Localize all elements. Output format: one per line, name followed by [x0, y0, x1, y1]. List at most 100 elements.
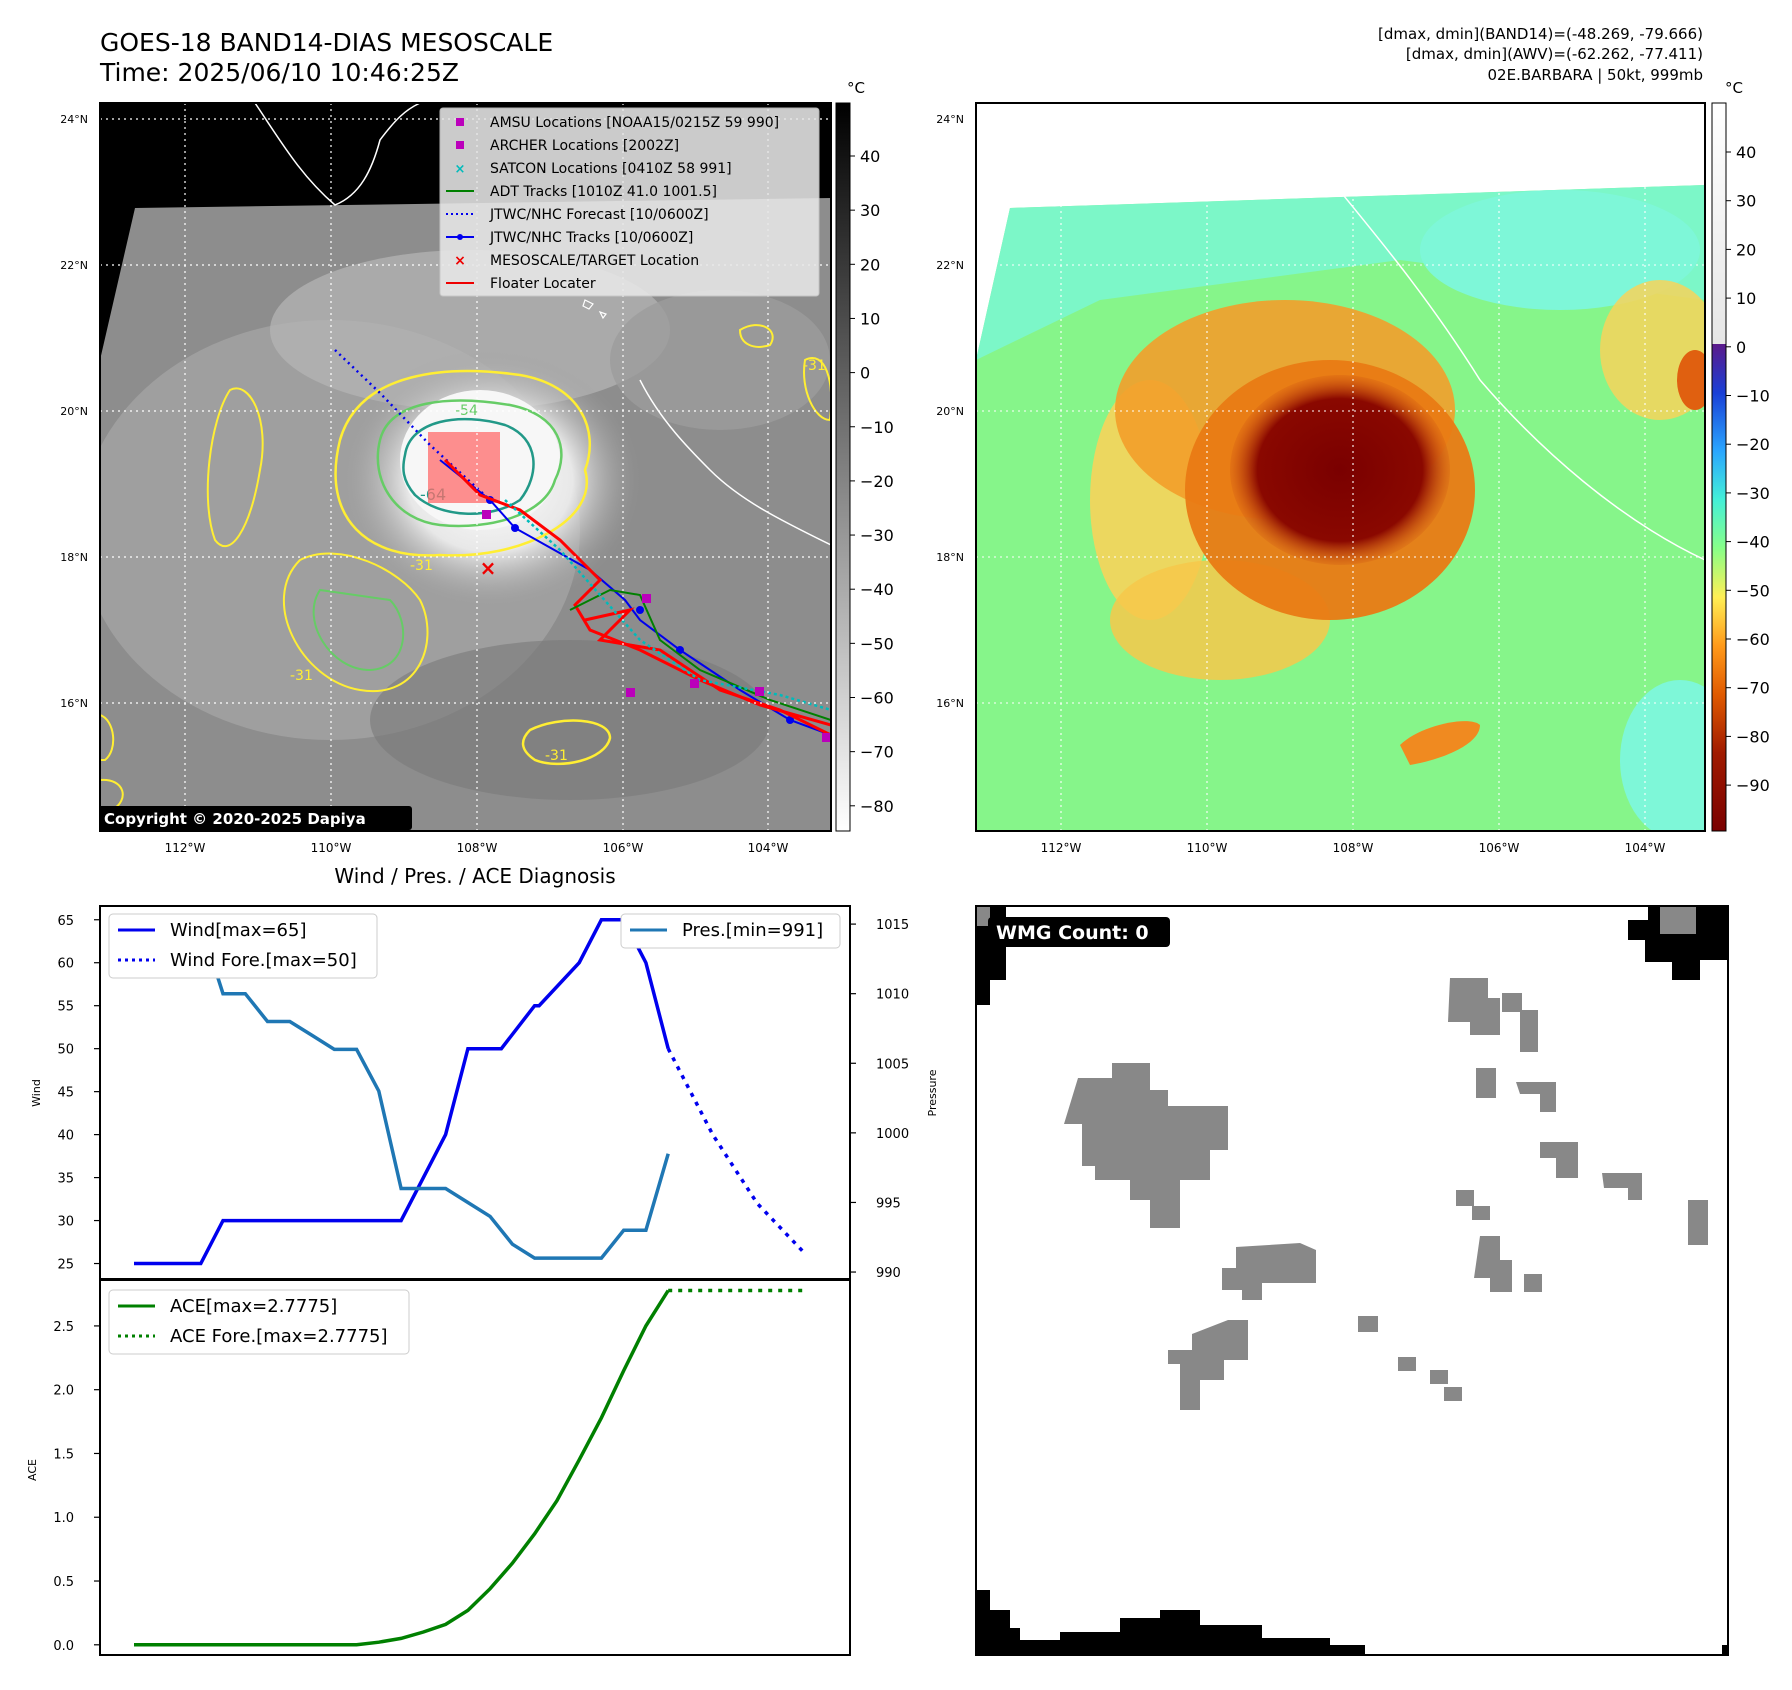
legend-marker-amsu — [456, 118, 464, 126]
colorbar-tick-label: 0 — [860, 364, 870, 383]
ir-gray-map: -31 -64 -54 -31 -31 -31 × — [100, 103, 831, 831]
storm-core — [1230, 375, 1450, 565]
floater-track — [584, 607, 831, 737]
map2-lat-labels: 24°N 22°N 20°N 18°N 16°N — [936, 113, 964, 710]
legend-wind-forecast-label: Wind Fore.[max=50] — [170, 950, 357, 971]
y-tick-label: 2.5 — [53, 1320, 74, 1335]
y2-tick-label: 1010 — [876, 988, 909, 1003]
legend-label: Floater Locater — [490, 276, 596, 292]
map1-lat-labels: 24°N 22°N 20°N 18°N 16°N — [60, 113, 88, 710]
copyright-badge — [100, 806, 412, 830]
y-tick-label: 1.5 — [53, 1447, 74, 1462]
legend-pressure-label: Pres.[min=991] — [682, 920, 823, 941]
lon-label: 108°W — [1333, 841, 1374, 855]
diagnosis-title: Wind / Pres. / ACE Diagnosis — [334, 864, 615, 888]
y-tick-label: 50 — [57, 1043, 74, 1058]
y-tick-label: 25 — [57, 1258, 74, 1273]
gray-colorbar-unit: °C — [847, 79, 865, 97]
y-tick-label: 35 — [57, 1172, 74, 1187]
color-colorbar-frame — [1711, 102, 1727, 832]
colorbar-tick-label: −30 — [860, 526, 894, 545]
figure-title: GOES-18 BAND14-DIAS MESOSCALE — [100, 28, 553, 57]
cloud-band — [610, 290, 830, 430]
legend-label: JTWC/NHC Tracks [10/0600Z] — [489, 230, 693, 246]
colorbar-tick-label: −10 — [1736, 387, 1770, 406]
satcon-track — [504, 499, 831, 712]
map2-lon-labels: 112°W 110°W 108°W 106°W 104°W — [1041, 841, 1666, 855]
colorbar-tick-label: −90 — [1736, 776, 1770, 795]
y-tick-label: 0.0 — [53, 1639, 74, 1654]
legend-label: SATCON Locations [0410Z 58 991] — [490, 161, 732, 177]
contour-label: -31 — [410, 558, 433, 574]
ace-panel-frame — [99, 1279, 851, 1656]
y-tick-label: 40 — [57, 1129, 74, 1144]
lon-label: 112°W — [165, 841, 206, 855]
wind-axis-ticks: 25 30 35 40 45 50 55 60 65 — [57, 914, 100, 1273]
contour-label: -31 — [803, 358, 826, 374]
y2-tick-label: 1005 — [876, 1057, 909, 1072]
gray-colorbar-ticks: 40 30 20 10 0 −10 −20 −30 −40 −50 −60 −70 −80 — [850, 147, 894, 816]
islands — [582, 299, 607, 320]
map2-gridlines — [976, 103, 1705, 831]
lat-label: 24°N — [60, 113, 88, 126]
y-tick-label: 65 — [57, 914, 74, 929]
wind-pressure-series — [134, 918, 808, 1266]
lon-label: 112°W — [1041, 841, 1082, 855]
colorbar-tick-label: −80 — [1736, 727, 1770, 746]
y2-tick-label: 1015 — [876, 918, 909, 933]
lat-label: 22°N — [60, 259, 88, 272]
legend-marker-jtwc-dot — [457, 234, 463, 240]
colorbar-tick-label: 40 — [1736, 143, 1756, 162]
legend-marker-target: × — [454, 253, 466, 269]
y-tick-label: 60 — [57, 957, 74, 972]
colorbar-tick-label: −70 — [1736, 679, 1770, 698]
y-tick-label: 1.0 — [53, 1511, 74, 1526]
lat-label: 18°N — [936, 551, 964, 564]
y-tick-label: 55 — [57, 1000, 74, 1015]
contour-label: -31 — [545, 748, 568, 764]
wmg-background — [976, 906, 1728, 1655]
colorbar-tick-label: −10 — [860, 418, 894, 437]
lon-label: 104°W — [1625, 841, 1666, 855]
map1-lon-labels: 112°W 110°W 108°W 106°W 104°W — [165, 841, 789, 855]
contour-teal — [402, 417, 535, 515]
legend-wind-label: Wind[max=65] — [170, 920, 307, 941]
pressure-axis-ticks: 990 995 1000 1005 1010 1015 — [850, 918, 909, 1281]
lat-label: 22°N — [936, 259, 964, 272]
legend-ace-forecast-label: ACE Fore.[max=2.7775] — [170, 1326, 388, 1347]
lat-label: 16°N — [60, 697, 88, 710]
ace-axis-label: ACE — [26, 1459, 39, 1481]
y-tick-label: 0.5 — [53, 1575, 74, 1590]
color-colorbar-upper — [1712, 103, 1726, 344]
contour-yellow — [282, 552, 429, 693]
legend-ace-label: ACE[max=2.7775] — [170, 1296, 337, 1317]
colorbar-tick-label: −60 — [1736, 630, 1770, 649]
coastline — [639, 379, 831, 546]
color-colorbar-lower — [1712, 344, 1726, 831]
colorbar-tick-label: 40 — [860, 147, 880, 166]
colorbar-tick-label: −50 — [1736, 581, 1770, 600]
y-tick-label: 45 — [57, 1086, 74, 1101]
moist-region — [1420, 190, 1700, 310]
color-colorbar-ticks: 40 30 20 10 0 −10 −20 −30 −40 −50 −60 −70 −80 −90 — [1726, 143, 1770, 795]
colorbar-tick-label: −60 — [860, 689, 894, 708]
color-colorbar-unit: °C — [1725, 79, 1743, 97]
legend-marker-archer — [456, 141, 464, 149]
y-tick-label: 2.0 — [53, 1384, 74, 1399]
contour-yellow — [100, 713, 115, 761]
cloud-band — [1400, 721, 1480, 765]
colorbar-tick-label: 10 — [1736, 289, 1756, 308]
y2-tick-label: 990 — [876, 1266, 901, 1281]
colorbar-tick-label: 20 — [860, 255, 880, 274]
map-legend: AMSU Locations [NOAA15/0215Z 59 990] ARC… — [439, 107, 820, 297]
colorbar-tick-label: −40 — [860, 580, 894, 599]
wmg-gray-regions — [976, 906, 1708, 1410]
series-line — [134, 1289, 670, 1647]
colorbar-tick-label: −80 — [860, 797, 894, 816]
pressure-legend: Pres.[min=991] — [620, 913, 841, 949]
contour-yellow — [334, 369, 591, 557]
coastline — [254, 103, 421, 206]
colorbar-tick-label: 30 — [1736, 192, 1756, 211]
wmg-frame — [975, 905, 1729, 1656]
